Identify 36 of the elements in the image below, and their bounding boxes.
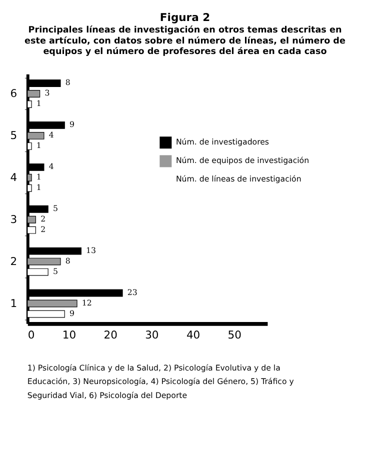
data-label: 9 <box>70 308 75 318</box>
x-tick-label: 40 <box>186 328 200 342</box>
data-label: 1 <box>36 99 42 108</box>
data-label: 5 <box>52 204 58 214</box>
chart-title: Figura 2 <box>160 10 210 24</box>
data-label: 8 <box>65 78 70 88</box>
x-tick-label: 0 <box>28 328 35 342</box>
data-label: 3 <box>44 88 50 98</box>
data-label: 1 <box>36 183 42 192</box>
y-tick-label: 1 <box>10 296 18 310</box>
text: 1) Psicología Clínica y de la Salud, 2) Psicología Evolutiva y de la Educación, 3) Neuropsicología, 4) Psicología del Género, 5) Tráfico y Seguridad Vial, 6) Psicología del Deporte <box>27 363 294 400</box>
data-label: 13 <box>86 246 96 256</box>
data-label: 9 <box>70 120 75 130</box>
data-label: 1 <box>36 141 42 150</box>
data-label: 8 <box>65 256 70 266</box>
y-tick-label: 5 <box>10 129 18 142</box>
data-label: 2 <box>40 214 46 224</box>
data-label: 23 <box>127 288 138 297</box>
x-tick-label: 50 <box>228 328 242 342</box>
legend-label: Núm. de investigadores <box>176 138 270 147</box>
x-tick-label: 10 <box>62 328 76 342</box>
data-label: 1 <box>36 172 42 182</box>
x-tick-label: 20 <box>104 328 118 342</box>
x-tick-label: 30 <box>145 328 159 342</box>
data-label: 5 <box>52 266 58 276</box>
data-label: 12 <box>82 298 92 308</box>
data-label: 2 <box>40 225 46 234</box>
y-tick-label: 4 <box>10 171 18 184</box>
data-label: 4 <box>48 162 54 172</box>
text: Núm. de líneas de investigación <box>176 174 302 184</box>
y-tick-label: 6 <box>10 87 18 100</box>
y-tick-label: 2 <box>10 254 18 268</box>
y-tick-label: 3 <box>10 213 18 226</box>
legend-label: Núm. de equipos de investigación <box>176 156 310 166</box>
chart-subtitle: Principales líneas de investigación en otros temas descritas en este artículo, con datos sobre el número de líneas, el número de equipos y el número de profesores del área en cada caso <box>24 24 346 58</box>
data-label: 4 <box>48 130 54 140</box>
